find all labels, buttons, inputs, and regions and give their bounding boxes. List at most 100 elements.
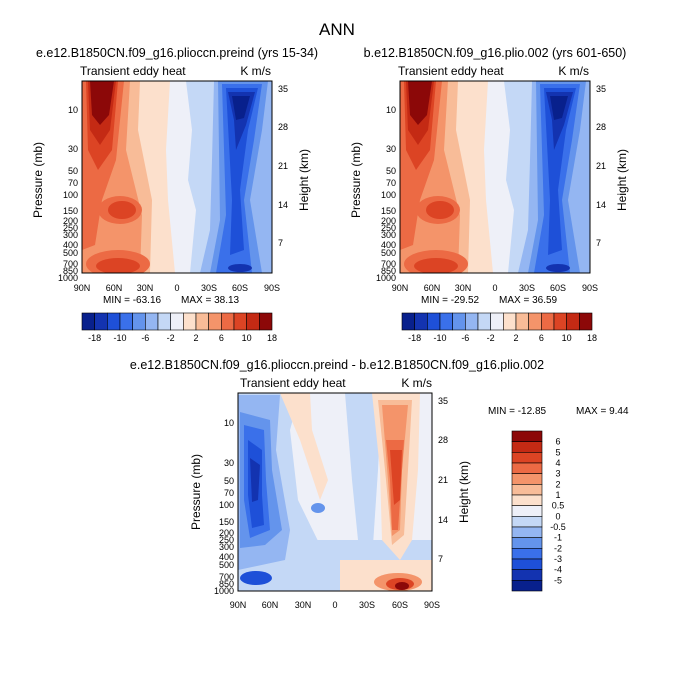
- y-axis-left: 10 30 50 70 100 150 200 250 300 400 500 …: [376, 105, 396, 283]
- height-tick-label: 35: [438, 396, 448, 406]
- y-tick-label: 400: [381, 240, 396, 250]
- pos-contour-faint: [280, 393, 328, 500]
- colorbar-cell: [511, 452, 543, 464]
- y-tick-label: 400: [63, 240, 78, 250]
- x-tick-label: 30S: [201, 283, 217, 293]
- y-tick-label: 200: [219, 528, 234, 538]
- y-tick-label: 150: [219, 517, 234, 527]
- colorbar-label: 0.5: [552, 501, 565, 511]
- x-tick-label: 30S: [359, 600, 375, 610]
- colorbar-label: -0.5: [550, 522, 566, 532]
- colorbar-cell: [465, 312, 479, 331]
- colorbar-label: -4: [554, 565, 562, 575]
- colorbar-label: 0: [555, 511, 560, 521]
- panel-units: K m/s: [558, 64, 589, 78]
- colorbar-cell: [195, 312, 209, 331]
- colorbar-label: -5: [554, 575, 562, 585]
- neg-contour-4: [226, 88, 258, 255]
- height-tick-label: 21: [278, 161, 288, 171]
- y-tick-label: 850: [63, 266, 78, 276]
- pos-contour-4: [426, 201, 454, 219]
- colorbar-cell: [511, 441, 543, 453]
- y-tick-label: 30: [224, 458, 234, 468]
- panel-plio: b.e12.B1850CN.f09_g16.plio.002 (yrs 601-…: [349, 46, 629, 306]
- x-tick-label: 30N: [455, 283, 472, 293]
- height-tick-label: 14: [278, 200, 288, 210]
- colorbar-label: 18: [587, 333, 597, 343]
- x-tick-label: 90S: [264, 283, 280, 293]
- colorbar-cell: [427, 312, 441, 331]
- y-tick-label: 1000: [214, 586, 234, 596]
- colorbar-cell: [511, 526, 543, 538]
- y-tick-label: 1000: [58, 273, 78, 283]
- pos-contour-6: [90, 81, 114, 125]
- y-axis-left: 10 30 50 70 100 150 200 250 300 400 500 …: [214, 418, 234, 596]
- neg-contour-4: [240, 571, 272, 585]
- y-tick-label: 400: [219, 552, 234, 562]
- height-tick-label: 14: [438, 515, 448, 525]
- y-tick-label: 200: [63, 216, 78, 226]
- y-tick-label: 70: [224, 488, 234, 498]
- x-tick-label: 60N: [424, 283, 441, 293]
- y-tick-label: 700: [219, 572, 234, 582]
- y-axis-label: Pressure (mb): [31, 142, 45, 218]
- y-axis-right: 35 28 21 14 7: [596, 84, 606, 248]
- colorbar-cell: [452, 312, 466, 331]
- y-tick-label: 10: [386, 105, 396, 115]
- colorbar-cell: [157, 312, 171, 331]
- height-tick-label: 28: [278, 122, 288, 132]
- x-tick-label: 90S: [424, 600, 440, 610]
- colorbar-cell: [132, 312, 146, 331]
- y-tick-label: 70: [68, 178, 78, 188]
- colorbar-cell: [511, 505, 543, 517]
- y-tick-label: 70: [386, 178, 396, 188]
- neg-contour-2: [311, 503, 325, 513]
- max-label: MAX = 38.13: [181, 295, 240, 306]
- colorbar-plio: -18 -10 -6 -2 2 6 10 18: [401, 312, 597, 343]
- colorbar-label: -18: [88, 333, 101, 343]
- colorbar-cell: [511, 516, 543, 528]
- y-tick-label: 500: [219, 560, 234, 570]
- panel-units: K m/s: [401, 376, 432, 390]
- height-tick-label: 35: [596, 84, 606, 94]
- colorbar-label: 6: [555, 437, 560, 447]
- colorbar-cell: [515, 312, 529, 331]
- colorbar-cell: [511, 430, 543, 442]
- colorbar-label: -2: [554, 543, 562, 553]
- y-tick-label: 250: [381, 223, 396, 233]
- max-label: MAX = 9.44: [576, 406, 629, 417]
- colorbar-label: -2: [167, 333, 175, 343]
- pos-contour-6: [395, 582, 409, 590]
- colorbar-cell: [401, 312, 415, 331]
- colorbar-label: 6: [539, 333, 544, 343]
- colorbar-cell: [94, 312, 108, 331]
- height-tick-label: 28: [596, 122, 606, 132]
- colorbar-label: 1: [555, 490, 560, 500]
- colorbar-label: 5: [555, 447, 560, 457]
- contour-field: [400, 81, 590, 273]
- height-tick-label: 21: [596, 161, 606, 171]
- height-tick-label: 28: [438, 435, 448, 445]
- colorbar-label: 10: [242, 333, 252, 343]
- colorbar-label: -10: [433, 333, 446, 343]
- colorbar-label: -2: [487, 333, 495, 343]
- y-tick-label: 300: [219, 542, 234, 552]
- colorbar-cell: [490, 312, 504, 331]
- colorbar-label: -6: [461, 333, 469, 343]
- x-tick-label: 90N: [230, 600, 247, 610]
- panel-preind: e.e12.B1850CN.f09_g16.plioccn.preind (yr…: [31, 46, 318, 306]
- colorbar-label: -10: [113, 333, 126, 343]
- colorbar-cell: [511, 473, 543, 485]
- x-tick-label: 30N: [295, 600, 312, 610]
- colorbar-cell: [119, 312, 133, 331]
- plot-frame: [399, 80, 591, 274]
- x-axis: 90N 60N 30N 0 30S 60S 90S: [392, 283, 598, 293]
- x-tick-label: 60S: [550, 283, 566, 293]
- panel-units: K m/s: [240, 64, 271, 78]
- x-tick-label: 30S: [519, 283, 535, 293]
- colorbar-cell: [183, 312, 197, 331]
- y-tick-label: 50: [68, 166, 78, 176]
- pos-contour-4: [390, 450, 402, 505]
